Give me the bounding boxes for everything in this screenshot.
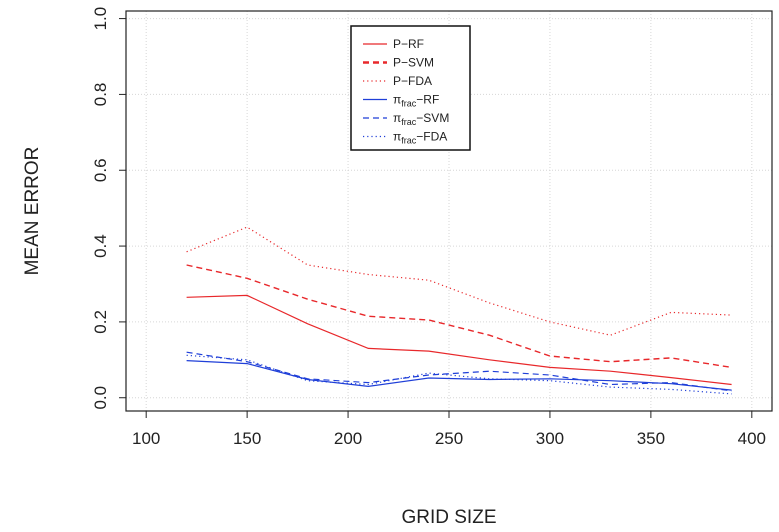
x-tick-label: 400 bbox=[738, 429, 766, 448]
legend-item: P−RF bbox=[363, 37, 424, 51]
series-line-4 bbox=[186, 351, 732, 392]
series-line-0 bbox=[186, 294, 732, 386]
legend-item: πfrac−FDA bbox=[363, 130, 447, 146]
legend-item: P−FDA bbox=[363, 74, 432, 88]
series-line-3 bbox=[186, 360, 732, 391]
y-tick-label: 0.4 bbox=[91, 234, 110, 258]
x-tick-label: 150 bbox=[233, 429, 261, 448]
y-tick-label: 0.6 bbox=[91, 158, 110, 182]
legend-label: πfrac−SVM bbox=[393, 111, 449, 127]
x-axis: 100 150 200 250 300 350 400 bbox=[132, 411, 766, 448]
x-tick-label: 200 bbox=[334, 429, 362, 448]
legend-label: πfrac−RF bbox=[393, 93, 439, 109]
legend: P−RF P−SVM P−FDA πfrac−RF πfrac−SVM πfrac−FDA bbox=[350, 25, 471, 151]
legend-item: πfrac−RF bbox=[363, 93, 439, 109]
y-tick-label: 1.0 bbox=[91, 7, 110, 31]
series-line-5 bbox=[186, 354, 732, 395]
x-tick-label: 250 bbox=[435, 429, 463, 448]
y-tick-label: 0.2 bbox=[91, 310, 110, 334]
y-tick-label: 0.8 bbox=[91, 83, 110, 107]
legend-label: P−RF bbox=[393, 37, 424, 51]
y-axis-title: MEAN ERROR bbox=[22, 147, 43, 276]
x-axis-title: GRID SIZE bbox=[401, 507, 496, 528]
y-tick-label: 0.0 bbox=[91, 386, 110, 410]
legend-label: P−SVM bbox=[393, 56, 434, 70]
series-layer bbox=[186, 226, 732, 395]
x-tick-label: 350 bbox=[637, 429, 665, 448]
series-line-1 bbox=[186, 264, 732, 369]
y-axis: 0.0 0.2 0.4 0.6 0.8 1.0 bbox=[91, 7, 126, 410]
legend-label: πfrac−FDA bbox=[393, 130, 447, 146]
x-tick-label: 300 bbox=[536, 429, 564, 448]
legend-item: P−SVM bbox=[363, 56, 434, 70]
legend-item: πfrac−SVM bbox=[363, 111, 449, 127]
legend-label: P−FDA bbox=[393, 74, 432, 88]
legend-box bbox=[350, 25, 471, 151]
series-line-2 bbox=[186, 226, 732, 336]
x-tick-label: 100 bbox=[132, 429, 160, 448]
